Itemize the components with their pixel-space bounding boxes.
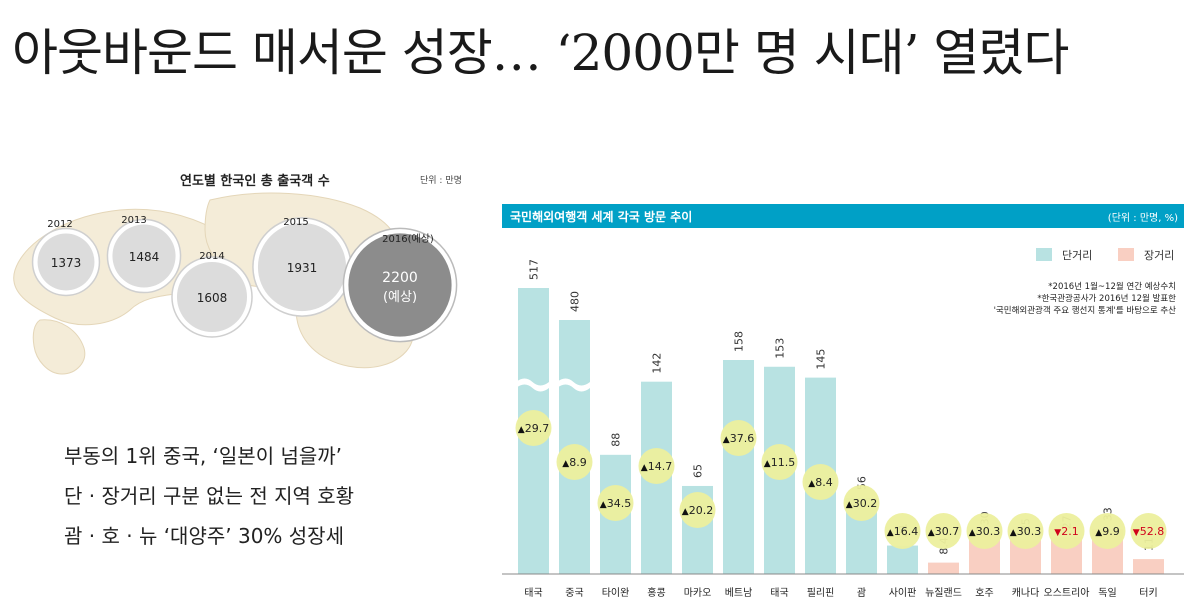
growth-label-8: ▲8.4 [808, 476, 832, 489]
map-title: 연도별 한국인 총 출국객 수 [180, 174, 330, 189]
bar-10 [887, 545, 918, 574]
category-label-8: 필리핀 [807, 587, 835, 599]
key-point-3: 괌 · 호 · 뉴 ‘대양주’ 30% 성장세 [64, 524, 344, 548]
growth-label-7: ▲11.5 [764, 456, 795, 469]
growth-label-13: ▲30.3 [1010, 525, 1041, 538]
category-label-11: 뉴질랜드 [925, 587, 962, 599]
category-label-16: 터키 [1139, 587, 1157, 599]
growth-marker-10 [884, 513, 921, 549]
axis-break-2 [557, 378, 590, 392]
category-label-10: 사이판 [889, 587, 917, 599]
bubble-sub-5: (예상) [383, 290, 417, 305]
growth-marker-8 [802, 464, 839, 500]
growth-marker-16 [1130, 513, 1167, 549]
headline: 아웃바운드 매서운 성장… ‘2000만 명 시대’ 열렸다 [12, 24, 1069, 82]
value-label-7: 153 [774, 338, 787, 359]
category-label-12: 호주 [975, 587, 993, 599]
growth-label-10: ▲16.4 [887, 525, 918, 538]
growth-label-4: ▲14.7 [641, 460, 672, 473]
category-label-6: 베트남 [725, 587, 753, 599]
chart-header-bar [502, 204, 1184, 228]
bubble-5 [348, 233, 452, 337]
value-label-2: 480 [569, 291, 582, 312]
growth-marker-13 [1007, 513, 1044, 549]
bar-6 [723, 360, 754, 574]
bar-11 [928, 562, 959, 574]
growth-marker-5 [679, 492, 716, 528]
growth-label-6: ▲37.6 [723, 432, 754, 445]
map-unit: 단위 : 만명 [420, 176, 462, 186]
key-point-1: 부동의 1위 중국, ‘일본이 넘을까’ [64, 444, 343, 468]
growth-marker-15 [1089, 513, 1126, 549]
growth-marker-7 [761, 444, 798, 480]
category-label-7: 태국 [770, 587, 788, 599]
category-label-3: 타이완 [602, 587, 630, 599]
bubble-year-3: 2014 [199, 251, 224, 262]
chart-note-3: '국민해외관광객 주요 행선지 통계'를 바탕으로 추산 [994, 305, 1177, 316]
bubble-value-5: 2200 [382, 270, 418, 286]
bubble-value-3: 1608 [197, 291, 228, 305]
value-label-4: 142 [651, 353, 664, 374]
bubble-chart: 1373 2012 1484 2013 1608 2014 1931 2015 2200 (예상)… [31, 215, 458, 343]
chart-bars: 517 ▲29.7 태국 480 ▲8.9 중국 88 ▲34.5 타이완 142 ▲14.7 홍콩 6… [515, 259, 1167, 599]
category-label-13: 캐나다 [1012, 587, 1040, 599]
key-point-2: 단 · 장거리 구분 없는 전 지역 호황 [64, 484, 355, 508]
value-label-6: 158 [733, 331, 746, 352]
growth-label-16: ▼52.8 [1133, 525, 1164, 538]
growth-label-9: ▲30.2 [846, 497, 877, 510]
growth-marker-1 [515, 410, 552, 446]
growth-label-14: ▼2.1 [1054, 525, 1078, 538]
growth-label-15: ▲9.9 [1095, 525, 1119, 538]
bubble-4 [257, 222, 347, 312]
value-label-1: 517 [528, 259, 541, 280]
chart-note-1: *2016년 1월~12월 연간 예상수치 [1048, 281, 1176, 292]
growth-marker-9 [843, 485, 880, 521]
growth-label-2: ▲8.9 [562, 456, 586, 469]
bubble-1 [37, 233, 95, 291]
growth-marker-12 [966, 513, 1003, 549]
legend-swatch-long [1118, 248, 1134, 261]
growth-label-1: ▲29.7 [518, 422, 549, 435]
growth-marker-14 [1048, 513, 1085, 549]
growth-label-3: ▲34.5 [600, 497, 631, 510]
category-label-15: 독일 [1098, 587, 1116, 599]
bubble-2 [112, 224, 176, 288]
growth-marker-3 [597, 485, 634, 521]
growth-label-11: ▲30.7 [928, 525, 959, 538]
legend-label-long: 장거리 [1144, 249, 1174, 262]
growth-marker-11 [925, 513, 962, 549]
value-label-3: 88 [610, 433, 623, 447]
category-label-9: 괌 [857, 587, 866, 599]
category-label-5: 마카오 [684, 587, 712, 599]
bubble-3 [176, 261, 248, 333]
growth-label-5: ▲20.2 [682, 504, 713, 517]
value-label-8: 145 [815, 349, 828, 370]
chart-title: 국민해외여행객 세계 각국 방문 추이 [510, 209, 692, 224]
category-label-14: 오스트리아 [1044, 587, 1090, 599]
chart-note-2: *한국관광공사가 2016년 12월 발표한 [1037, 293, 1176, 304]
growth-label-12: ▲30.3 [969, 525, 1000, 538]
category-label-2: 중국 [565, 587, 583, 599]
visit-chart: 국민해외여행객 세계 각국 방문 추이 (단위 : 만명, %) 단거리 장거리… [502, 204, 1184, 599]
bubble-value-1: 1373 [51, 256, 82, 270]
value-label-5: 65 [692, 464, 705, 478]
axis-break-1 [516, 378, 549, 392]
chart-unit: (단위 : 만명, %) [1108, 211, 1178, 224]
category-label-4: 홍콩 [647, 586, 665, 599]
bubble-value-4: 1931 [287, 261, 318, 275]
bubble-year-5: 2016(예상) [382, 233, 434, 245]
growth-marker-4 [638, 448, 675, 484]
growth-marker-6 [720, 420, 757, 456]
bubble-value-2: 1484 [129, 250, 160, 264]
legend-swatch-short [1036, 248, 1052, 261]
legend-label-short: 단거리 [1062, 249, 1092, 262]
key-points: 부동의 1위 중국, ‘일본이 넘을까’ 단 · 장거리 구분 없는 전 지역 … [64, 436, 354, 556]
growth-marker-2 [556, 444, 593, 480]
bubble-year-1: 2012 [47, 219, 72, 230]
bubble-year-4: 2015 [283, 217, 308, 228]
category-label-1: 태국 [524, 587, 542, 599]
bubble-year-2: 2013 [121, 215, 146, 226]
bar-16 [1133, 559, 1164, 574]
